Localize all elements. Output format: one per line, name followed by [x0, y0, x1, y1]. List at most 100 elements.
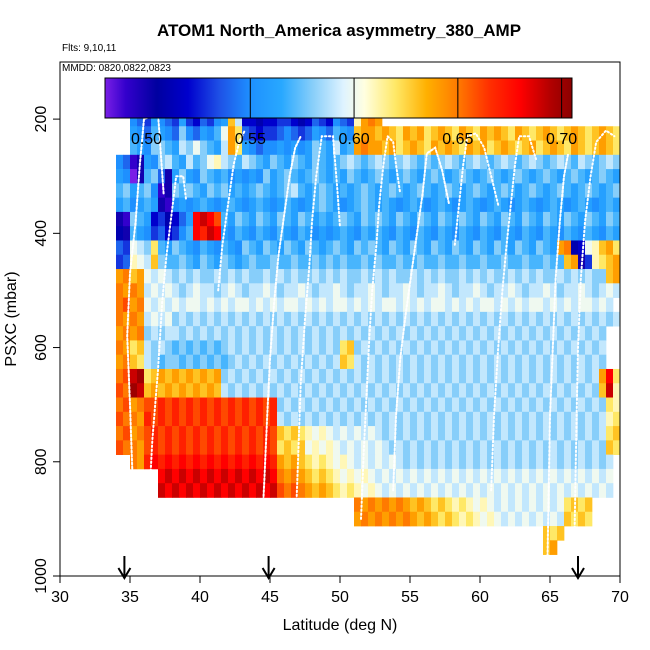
heatmap-cell: [536, 269, 544, 284]
heatmap-cell: [585, 511, 593, 527]
heatmap-cell: [179, 297, 187, 313]
heatmap-cell: [452, 454, 460, 470]
heatmap-cell: [137, 254, 145, 270]
heatmap-cell: [249, 483, 257, 498]
heatmap-cell: [487, 311, 495, 327]
heatmap-cell: [333, 226, 341, 241]
heatmap-cell: [256, 283, 264, 298]
heatmap-cell: [550, 497, 558, 513]
heatmap-cell: [130, 111, 138, 127]
heatmap-cell: [375, 126, 383, 141]
heatmap-cell: [200, 226, 208, 241]
heatmap-cell: [410, 240, 418, 256]
heatmap-cell: [298, 397, 306, 413]
heatmap-cell: [361, 468, 369, 484]
heatmap-cell: [557, 354, 565, 370]
heatmap-cell: [165, 140, 173, 156]
heatmap-cell: [403, 240, 411, 256]
heatmap-cell: [494, 368, 502, 384]
heatmap-cell: [536, 311, 544, 327]
heatmap-cell: [417, 169, 425, 184]
heatmap-cell: [277, 183, 285, 198]
heatmap-cell: [578, 326, 586, 341]
heatmap-cell: [480, 354, 488, 370]
heatmap-cell: [270, 454, 278, 470]
heatmap-cell: [144, 254, 152, 270]
heatmap-cell: [340, 126, 348, 141]
heatmap-cell: [508, 269, 516, 284]
heatmap-cell: [319, 411, 327, 427]
heatmap-cell: [368, 240, 376, 256]
heatmap-cell: [522, 283, 530, 298]
heatmap-cell: [116, 240, 124, 256]
heatmap-cell: [508, 326, 516, 341]
heatmap-cell: [200, 254, 208, 270]
heatmap-cell: [123, 326, 131, 341]
x-tick-label: 50: [331, 589, 349, 606]
heatmap-cell: [494, 269, 502, 284]
heatmap-cell: [277, 468, 285, 484]
heatmap-cell: [382, 197, 390, 213]
heatmap-cell: [564, 297, 572, 313]
heatmap-cell: [144, 283, 152, 298]
heatmap-cell: [354, 411, 362, 427]
heatmap-cell: [599, 183, 607, 198]
heatmap-cell: [228, 483, 236, 498]
heatmap-cell: [431, 269, 439, 284]
heatmap-cell: [291, 283, 299, 298]
heatmap-cell: [291, 368, 299, 384]
heatmap-cell: [270, 183, 278, 198]
heatmap-cell: [536, 169, 544, 184]
heatmap-cell: [361, 354, 369, 370]
heatmap-cell: [235, 326, 243, 341]
heatmap-cell: [466, 140, 474, 156]
heatmap-cell: [543, 468, 551, 484]
heatmap-cell: [312, 211, 320, 227]
heatmap-cell: [445, 269, 453, 284]
heatmap-cell: [221, 354, 229, 370]
heatmap-cell: [417, 154, 425, 170]
heatmap-cell: [473, 140, 481, 156]
heatmap-cell: [263, 368, 271, 384]
heatmap-cell: [592, 397, 600, 413]
heatmap-cell: [417, 468, 425, 484]
heatmap-cell: [214, 154, 222, 170]
heatmap-cell: [312, 197, 320, 213]
heatmap-cell: [235, 383, 243, 398]
heatmap-cell: [249, 126, 257, 141]
heatmap-cell: [326, 140, 334, 156]
heatmap-cell: [487, 283, 495, 298]
heatmap-cell: [410, 497, 418, 513]
heatmap-cell: [249, 426, 257, 441]
heatmap-cell: [571, 283, 579, 298]
flight-profile: [294, 135, 341, 537]
colorbar-tick-label: 0.65: [442, 131, 473, 148]
heatmap-cell: [179, 283, 187, 298]
heatmap-cell: [424, 397, 432, 413]
heatmap-cell: [123, 354, 131, 370]
heatmap-cell: [578, 297, 586, 313]
heatmap-cell: [151, 111, 159, 127]
heatmap-cell: [375, 468, 383, 484]
heatmap-cell: [508, 254, 516, 270]
heatmap-cell: [354, 497, 362, 513]
heatmap-cell: [515, 440, 523, 455]
heatmap-cell: [361, 226, 369, 241]
heatmap-cell: [564, 354, 572, 370]
heatmap-cell: [508, 240, 516, 256]
heatmap-cell: [193, 283, 201, 298]
heatmap-cell: [221, 326, 229, 341]
heatmap-cell: [396, 454, 404, 470]
chart-title: ATOM1 North_America asymmetry_380_AMP: [157, 21, 521, 40]
heatmap-cell: [480, 297, 488, 313]
heatmap-cell: [592, 154, 600, 170]
heatmap-cell: [249, 254, 257, 270]
heatmap-cell: [368, 368, 376, 384]
heatmap-cell: [543, 368, 551, 384]
heatmap-cell: [270, 440, 278, 455]
heatmap-cell: [382, 497, 390, 513]
heatmap-cell: [277, 197, 285, 213]
heatmap-cell: [298, 183, 306, 198]
heatmap-cell: [256, 326, 264, 341]
heatmap-cell: [158, 468, 166, 484]
